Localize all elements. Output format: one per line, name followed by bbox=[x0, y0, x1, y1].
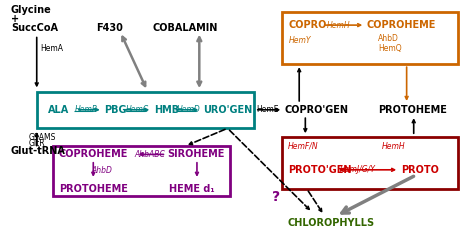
Text: COPROHEME: COPROHEME bbox=[59, 149, 128, 159]
Text: ALA: ALA bbox=[47, 105, 69, 115]
Text: PROTOHEME: PROTOHEME bbox=[378, 105, 447, 115]
Text: GSAMS: GSAMS bbox=[29, 133, 56, 142]
Text: PROTO: PROTO bbox=[401, 165, 439, 175]
Text: PROTOHEME: PROTOHEME bbox=[59, 184, 128, 194]
Text: Glut-tRNA: Glut-tRNA bbox=[11, 146, 66, 156]
Text: ?: ? bbox=[272, 190, 280, 204]
Text: HemH: HemH bbox=[327, 21, 350, 30]
Text: PBG: PBG bbox=[104, 105, 127, 115]
Text: Glycine: Glycine bbox=[11, 5, 52, 15]
Text: HemA: HemA bbox=[40, 44, 63, 53]
Text: HMB: HMB bbox=[155, 105, 180, 115]
Text: COPRO: COPRO bbox=[289, 20, 327, 30]
Text: F430: F430 bbox=[96, 23, 123, 33]
Text: COPROHEME: COPROHEME bbox=[366, 20, 436, 30]
Text: SIROHEME: SIROHEME bbox=[167, 149, 225, 159]
Text: HemC: HemC bbox=[126, 105, 149, 114]
Text: PROTO'GEN: PROTO'GEN bbox=[288, 165, 351, 175]
Text: +: + bbox=[11, 14, 19, 24]
Text: HemE: HemE bbox=[256, 105, 278, 114]
Text: GltR: GltR bbox=[29, 139, 46, 148]
Text: HemY: HemY bbox=[289, 36, 311, 45]
Text: COPRO'GEN: COPRO'GEN bbox=[284, 105, 348, 115]
Text: CHLOROPHYLLS: CHLOROPHYLLS bbox=[288, 218, 375, 228]
Text: HemB: HemB bbox=[74, 105, 98, 114]
Text: AhbABC: AhbABC bbox=[134, 150, 165, 159]
Text: AhbD: AhbD bbox=[91, 166, 112, 175]
Text: HemF/N: HemF/N bbox=[288, 142, 319, 150]
Text: HemD: HemD bbox=[177, 105, 201, 114]
Text: COBALAMIN: COBALAMIN bbox=[153, 23, 218, 33]
Text: HemQ: HemQ bbox=[378, 44, 402, 53]
Text: HemH: HemH bbox=[382, 142, 406, 150]
Text: SuccCoA: SuccCoA bbox=[11, 23, 58, 33]
Text: URO'GEN: URO'GEN bbox=[203, 105, 252, 115]
Text: HemJ/G/Y: HemJ/G/Y bbox=[340, 165, 375, 174]
Text: HEME d₁: HEME d₁ bbox=[169, 184, 214, 194]
Text: AhbD: AhbD bbox=[378, 34, 399, 43]
